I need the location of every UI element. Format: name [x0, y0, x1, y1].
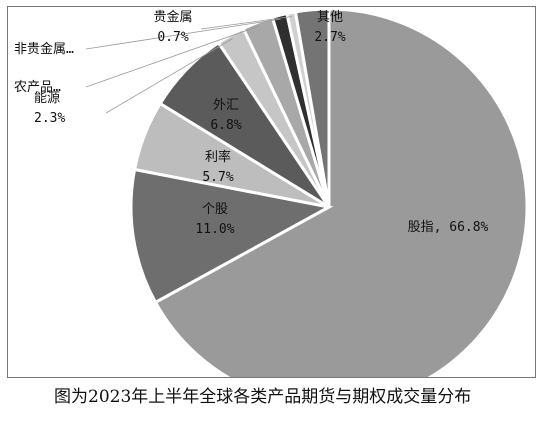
figure-caption: 图为2023年上半年全球各类产品期货与期权成交量分布 [54, 387, 472, 407]
slice-value-4: 2.3% [34, 111, 65, 126]
slice-label-3: 外汇 [213, 98, 239, 113]
leader-line-4 [105, 38, 233, 114]
slice-value-8: 2.7% [314, 30, 345, 45]
slice-label-4: 能源 [34, 91, 60, 106]
slice-label-0: 股指, 66.8% [408, 220, 489, 235]
slice-label-2: 利率 [205, 149, 231, 165]
slice-label-7: 贵金属 [153, 9, 192, 25]
pie-slice-1 [129, 167, 334, 305]
leader-line-7 [200, 16, 292, 30]
slice-label-1: 个股 [202, 202, 228, 217]
slice-label-6: 非贵金属… [14, 41, 74, 57]
slice-label-8: 其他 [317, 10, 343, 25]
slice-value-7: 0.7% [157, 30, 188, 45]
pie-slice-8 [293, 7, 331, 208]
chart-frame: 股指, 66.8% 个股 11.0% 利率 5.7% 外汇 6.8% 能源 2.3% 农产品… 非贵… [7, 6, 536, 378]
slice-value-1: 11.0% [195, 222, 234, 237]
slice-value-2: 5.7% [202, 170, 233, 185]
leader-line-5 [85, 25, 260, 88]
slice-value-3: 6.8% [210, 118, 241, 133]
pie-slice-0 [153, 7, 529, 377]
leader-line-6 [85, 18, 281, 50]
pie-chart: 股指, 66.8% 个股 11.0% 利率 5.7% 外汇 6.8% 能源 2.3% 农产品… 非贵… [14, 7, 529, 377]
slice-label-5: 农产品… [14, 80, 61, 95]
